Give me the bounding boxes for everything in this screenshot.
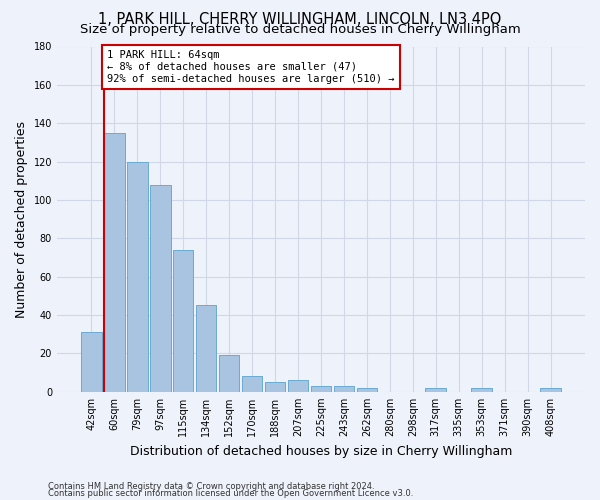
Bar [219,356,239,392]
Text: Contains HM Land Registry data © Crown copyright and database right 2024.: Contains HM Land Registry data © Crown c… [48,482,374,491]
Bar [287,380,308,392]
Bar [334,386,354,392]
Bar [425,388,446,392]
Bar [81,332,101,392]
Y-axis label: Number of detached properties: Number of detached properties [15,120,28,318]
Text: Size of property relative to detached houses in Cherry Willingham: Size of property relative to detached ho… [80,22,520,36]
Bar [541,388,561,392]
Text: 1, PARK HILL, CHERRY WILLINGHAM, LINCOLN, LN3 4PQ: 1, PARK HILL, CHERRY WILLINGHAM, LINCOLN… [98,12,502,28]
Bar [265,382,286,392]
Bar [356,388,377,392]
Text: Contains public sector information licensed under the Open Government Licence v3: Contains public sector information licen… [48,489,413,498]
Bar [104,133,125,392]
Bar [173,250,193,392]
Bar [311,386,331,392]
X-axis label: Distribution of detached houses by size in Cherry Willingham: Distribution of detached houses by size … [130,444,512,458]
Bar [196,306,217,392]
Bar [150,184,170,392]
Bar [472,388,492,392]
Text: 1 PARK HILL: 64sqm
← 8% of detached houses are smaller (47)
92% of semi-detached: 1 PARK HILL: 64sqm ← 8% of detached hous… [107,50,395,84]
Bar [242,376,262,392]
Bar [127,162,148,392]
